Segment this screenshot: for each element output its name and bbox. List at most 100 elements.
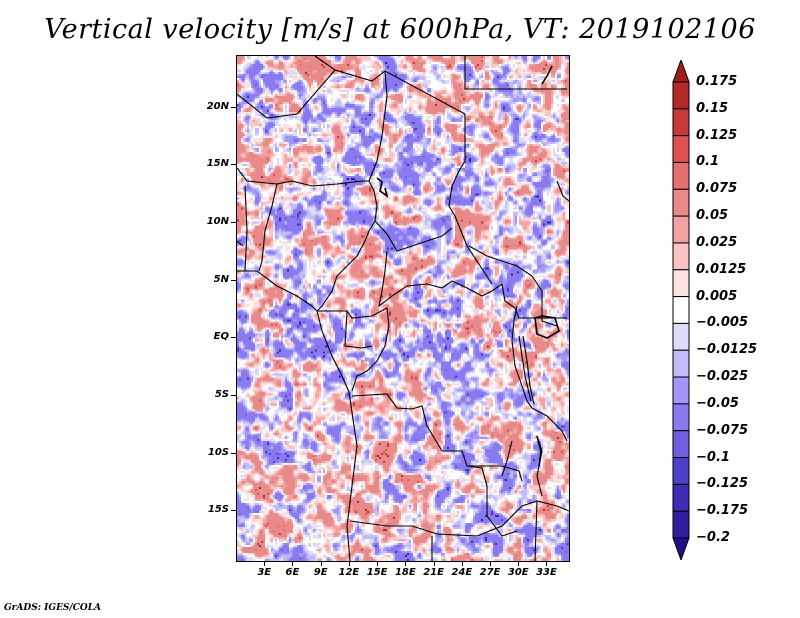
colorbar-level-label: −0.1 [696, 449, 730, 465]
y-tick-mark [231, 337, 236, 338]
colorbar [672, 60, 690, 560]
border-niger-chad [368, 70, 388, 182]
border-libya-egypt [464, 56, 567, 90]
lake-victoria [534, 315, 560, 339]
border-niger-nigeria [237, 167, 369, 187]
lake-chad [376, 177, 389, 198]
colorbar-swatch [672, 161, 690, 190]
y-tick-label: 5N [213, 273, 229, 285]
map-plot-area [236, 55, 570, 562]
border-south [431, 500, 538, 561]
colorbar-level-label: 0.15 [696, 100, 729, 116]
border-congo-drc [351, 307, 390, 392]
colorbar-level-label: 0.1 [696, 154, 720, 170]
colorbar-arrow-bottom [672, 537, 690, 560]
border-zambia-mozambique [501, 440, 513, 477]
x-tick-mark [292, 562, 293, 566]
x-tick-label: 15E [366, 567, 388, 578]
y-tick-label: 15S [207, 504, 229, 516]
border-sudan-ss [468, 245, 543, 292]
x-tick-label: 33E [536, 567, 557, 578]
colorbar-swatch [672, 510, 690, 539]
colorbar-swatch [672, 242, 690, 271]
y-tick-mark [231, 107, 236, 108]
country-borders [237, 56, 569, 561]
x-tick-label: 9E [313, 567, 328, 578]
border-drc-uganda [501, 283, 567, 319]
x-tick-mark [264, 562, 265, 566]
y-tick-label: 10S [207, 446, 229, 458]
colorbar-swatch [672, 135, 690, 163]
x-tick-mark [434, 562, 435, 566]
colorbar-level-label: 0.125 [696, 127, 738, 143]
x-tick-mark [405, 562, 406, 566]
colorbar-swatch [672, 296, 690, 324]
colorbar-swatch [672, 81, 690, 110]
border-tanzania [531, 407, 568, 442]
y-tick-label: 5S [214, 388, 229, 400]
y-tick-label: 20N [206, 100, 229, 112]
border-lake-tanganyika [518, 335, 535, 405]
x-tick-mark [321, 562, 322, 566]
colorbar-level-label: −0.075 [696, 422, 749, 438]
border-angola-namibia [346, 391, 358, 561]
y-tick-mark [231, 164, 236, 165]
x-tick-mark [462, 562, 463, 566]
x-tick-label: 30E [507, 567, 529, 578]
x-tick-mark [546, 562, 547, 566]
border-nigeria-benin [258, 183, 278, 272]
colorbar-swatch [672, 483, 690, 512]
border-benin-togo [237, 185, 248, 272]
x-tick-label: 12E [338, 567, 360, 578]
colorbar-level-label: −0.05 [696, 395, 739, 411]
colorbar-swatch [672, 430, 690, 459]
x-tick-label: 21E [423, 567, 444, 578]
x-tick-label: 18E [394, 567, 416, 578]
border-cameroon [316, 265, 348, 312]
y-tick-mark [231, 510, 236, 511]
border-libya-chad [314, 56, 336, 71]
colorbar-level-label: −0.125 [696, 476, 749, 492]
x-tick-label: 6E [285, 567, 300, 578]
colorbar-level-label: −0.175 [696, 503, 749, 519]
colorbar-level-label: 0.175 [696, 74, 738, 89]
y-tick-mark [231, 280, 236, 281]
colorbar-level-label: −0.025 [696, 369, 749, 385]
border-coast-west [316, 310, 350, 393]
colorbar-swatch [672, 457, 690, 485]
colorbar-level-label: −0.0125 [696, 342, 758, 358]
lake-malawi [536, 435, 542, 467]
y-tick-label: 15N [206, 158, 229, 170]
border-great-lakes [511, 305, 533, 409]
border-namibia [349, 520, 478, 537]
grads-credit: GrADS: IGES/COLA [4, 603, 102, 613]
colorbar-swatch [672, 269, 690, 298]
x-tick-mark [490, 562, 491, 566]
border-drc-zambia [467, 465, 523, 482]
x-tick-mark [518, 562, 519, 566]
x-tick-mark [349, 562, 350, 566]
y-tick-mark [231, 453, 236, 454]
y-tick-mark [231, 222, 236, 223]
chart-title: Vertical velocity [m/s] at 600hPa, VT: 2… [44, 14, 756, 45]
border-angola-zambia [442, 450, 518, 537]
border-nigeria-cameroon-chad [346, 180, 378, 267]
x-tick-label: 3E [257, 567, 272, 578]
colorbar-swatch [672, 376, 690, 405]
y-tick-mark [231, 395, 236, 396]
x-tick-label: 27E [479, 567, 501, 578]
colorbar-swatch [672, 108, 690, 137]
border-coast-guinea [237, 270, 318, 312]
colorbar-swatch [672, 215, 690, 244]
border-drc-angola [351, 393, 443, 452]
colorbar-swatch [672, 349, 690, 378]
colorbar-level-label: −0.2 [696, 530, 730, 545]
colorbar-swatch [672, 188, 690, 217]
border-gabon-congo [344, 310, 373, 349]
border-chad-sudan [448, 114, 493, 285]
border-chad-car [374, 220, 453, 252]
vertical-velocity-field [237, 56, 569, 561]
colorbar-swatch [672, 322, 690, 351]
nile-delta [541, 65, 553, 85]
border-car-drc [378, 250, 503, 308]
